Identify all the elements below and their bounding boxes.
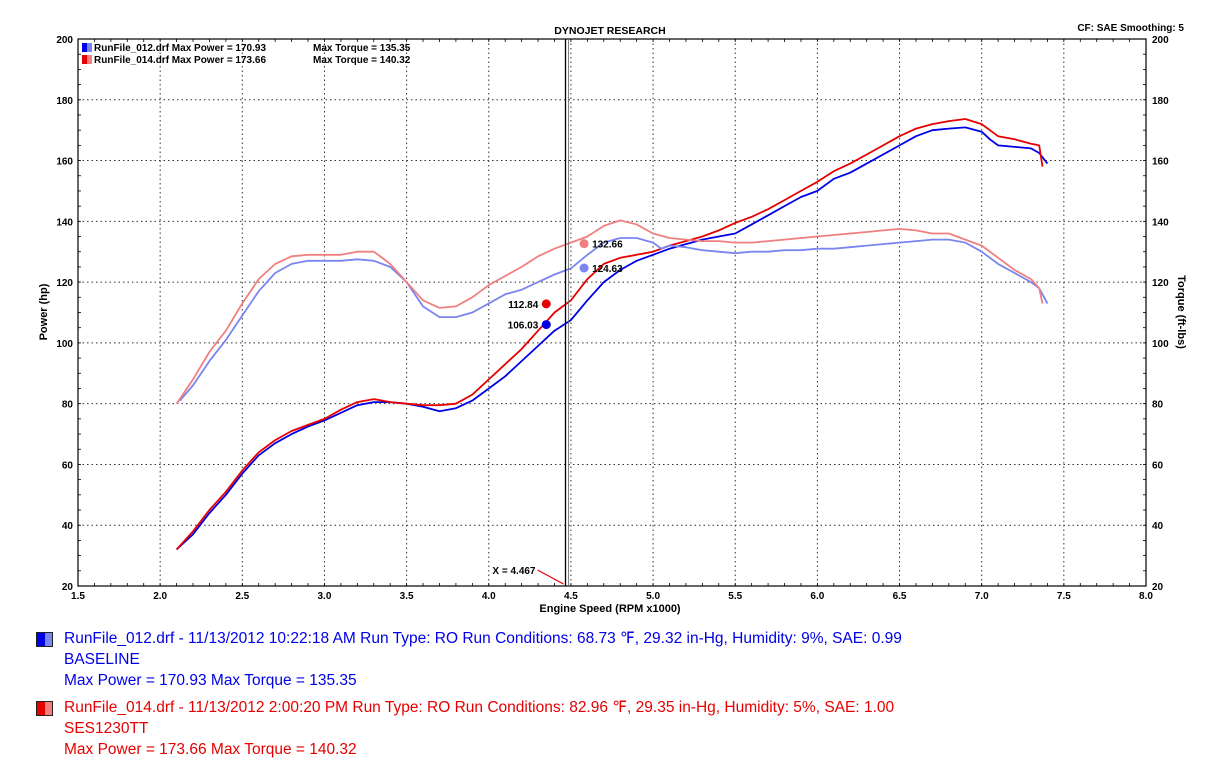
series-line-power-runfile-014-drf xyxy=(175,118,1044,551)
legend-swatch-icon xyxy=(87,55,92,64)
y-tick-label-right: 60 xyxy=(1152,460,1164,471)
cursor-pointer xyxy=(537,569,564,585)
marker-dot xyxy=(579,263,589,273)
marker-dot xyxy=(579,239,589,249)
y-tick-label-left: 100 xyxy=(56,339,73,350)
axes: 1.5 2.0 2.5 3.0 3.5 4.0 4.5 5.0 5.5 6.0 6.5 7.0 7.5 8… xyxy=(56,35,1169,602)
series-layer xyxy=(175,118,1049,551)
x-tick-label: 2.0 xyxy=(153,591,167,602)
y-tick-label-left: 140 xyxy=(56,217,73,228)
legend-swatch-icon xyxy=(87,43,92,52)
run-012-swatch-icon xyxy=(36,632,53,647)
x-tick-label: 8.0 xyxy=(1139,591,1153,602)
legend-run-label: RunFile_012.drf Max Power = 170.93 xyxy=(94,43,266,54)
x-tick-label: 5.5 xyxy=(728,591,742,602)
legend-swatch-icon xyxy=(82,55,87,64)
series-line-power-runfile-012-drf xyxy=(175,126,1049,551)
y-tick-label-right: 120 xyxy=(1152,278,1169,289)
legend: RunFile_012.drf Max Power = 170.93 Max To… xyxy=(82,43,411,66)
run-info-014: RunFile_014.drf - 11/13/2012 2:00:20 PM … xyxy=(36,697,1206,760)
x-axis-title: Engine Speed (RPM x1000) xyxy=(539,603,681,615)
run-012-max-values: Max Power = 170.93 Max Torque = 135.35 xyxy=(64,672,357,689)
series-line-torque-runfile-014-drf xyxy=(175,219,1044,405)
y-axis-title-right: Torque (ft-lbs) xyxy=(1175,275,1187,349)
legend-swatch-icon xyxy=(82,43,87,52)
y-tick-label-right: 180 xyxy=(1152,96,1169,107)
marker-dot xyxy=(541,299,551,309)
chart-title: DYNOJET RESEARCH xyxy=(554,25,665,37)
dyno-chart: DYNOJET RESEARCH CF: SAE Smoothing: 5 1.… xyxy=(38,23,1187,615)
legend-torque-label: Max Torque = 140.32 xyxy=(313,55,411,66)
y-tick-label-left: 40 xyxy=(62,521,74,532)
cursor[interactable]: X = 4.467 xyxy=(492,39,569,586)
y-tick-label-right: 140 xyxy=(1152,217,1169,228)
y-tick-label-left: 120 xyxy=(56,278,73,289)
y-tick-label-right: 40 xyxy=(1152,521,1164,532)
plot-frame xyxy=(77,38,1147,587)
x-tick-label: 5.0 xyxy=(646,591,660,602)
y-tick-label-right: 100 xyxy=(1152,339,1169,350)
grid-lines xyxy=(78,39,1146,586)
run-014-details: RunFile_014.drf - 11/13/2012 2:00:20 PM … xyxy=(64,699,895,716)
run-014-max-values: Max Power = 173.66 Max Torque = 140.32 xyxy=(64,741,357,758)
y-tick-label-right: 80 xyxy=(1152,400,1164,411)
series-line-torque-runfile-012-drf xyxy=(179,237,1049,402)
x-tick-label: 1.5 xyxy=(71,591,85,602)
y-axis-title-left: Power (hp) xyxy=(38,283,50,340)
marker-value-label: 112.84 xyxy=(508,300,538,311)
cf-smoothing-label: CF: SAE Smoothing: 5 xyxy=(1077,23,1184,34)
y-tick-label-right: 20 xyxy=(1152,582,1164,593)
legend-run-label: RunFile_014.drf Max Power = 173.66 xyxy=(94,55,266,66)
x-tick-label: 3.5 xyxy=(400,591,414,602)
y-tick-label-left: 180 xyxy=(56,96,73,107)
y-tick-label-right: 160 xyxy=(1152,157,1169,168)
run-014-swatch-icon xyxy=(36,701,53,716)
run-012-details: RunFile_012.drf - 11/13/2012 10:22:18 AM… xyxy=(64,630,902,647)
run-014-description: SES1230TT xyxy=(64,720,149,737)
y-tick-label-left: 20 xyxy=(62,582,74,593)
marker-value-label: 124.63 xyxy=(592,264,623,275)
y-tick-label-right: 200 xyxy=(1152,35,1169,46)
markers: 132.66 124.63 112.84 106.03 xyxy=(508,239,623,332)
y-tick-label-left: 200 xyxy=(56,35,73,46)
run-info-012: RunFile_012.drf - 11/13/2012 10:22:18 AM… xyxy=(36,628,1206,691)
y-tick-label-left: 80 xyxy=(62,400,74,411)
x-tick-label: 6.5 xyxy=(893,591,907,602)
cursor-label: X = 4.467 xyxy=(492,566,536,577)
y-tick-label-left: 60 xyxy=(62,460,74,471)
x-tick-label: 4.0 xyxy=(482,591,496,602)
run-012-description: BASELINE xyxy=(64,651,140,668)
y-tick-label-left: 160 xyxy=(56,157,73,168)
marker-value-label: 106.03 xyxy=(508,321,539,332)
marker-value-label: 132.66 xyxy=(592,240,623,251)
x-tick-label: 7.5 xyxy=(1057,591,1071,602)
legend-torque-label: Max Torque = 135.35 xyxy=(313,43,411,54)
x-tick-label: 6.0 xyxy=(810,591,824,602)
x-tick-label: 7.0 xyxy=(975,591,989,602)
x-tick-label: 3.0 xyxy=(318,591,332,602)
run-info-footer: RunFile_012.drf - 11/13/2012 10:22:18 AM… xyxy=(36,628,1206,760)
x-tick-label: 2.5 xyxy=(235,591,249,602)
marker-dot xyxy=(541,320,551,330)
x-tick-label: 4.5 xyxy=(564,591,578,602)
